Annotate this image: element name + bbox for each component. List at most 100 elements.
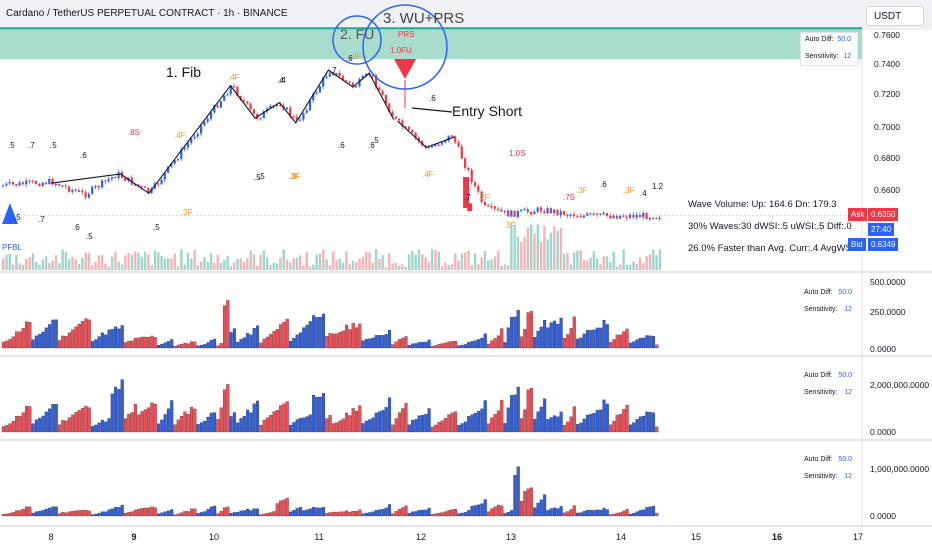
volume-bar (91, 265, 94, 270)
wave-label: .4F (174, 131, 186, 140)
pane3-bar (569, 509, 573, 517)
pane1-bar (84, 318, 88, 349)
pane2-bar (615, 414, 619, 433)
pane3-bar (31, 512, 35, 517)
candle (87, 193, 90, 198)
sensitivity-label: Sensitivity: (804, 306, 838, 313)
pane2-bar (24, 405, 29, 433)
pane1-bar (8, 339, 12, 349)
pane3-bar (566, 511, 570, 517)
pane1-bar (450, 341, 454, 349)
auto-diff-value: 50.0 (838, 372, 852, 379)
pane1-bar (54, 319, 58, 349)
candle (355, 86, 358, 88)
wave-label: .6 (346, 54, 353, 63)
pane3-bar (239, 510, 243, 517)
candle (596, 213, 599, 215)
pane3-bar (572, 505, 576, 517)
candle (170, 163, 173, 167)
pane3-bar (252, 508, 256, 517)
pane2-bar (137, 414, 141, 433)
volume-bar (513, 225, 516, 270)
pane2-bar (262, 419, 266, 433)
volume-bar (467, 250, 470, 270)
candle (460, 146, 463, 159)
volume-bar (305, 252, 308, 270)
auto-diff-label: Auto Diff: (804, 456, 833, 463)
pane1-bar (592, 329, 596, 349)
pane1-bar (463, 344, 467, 349)
volume-bar (625, 265, 629, 270)
pane1-bar (513, 316, 517, 349)
candle (302, 112, 305, 120)
pane1-bar (193, 341, 197, 349)
pane1-bar (440, 343, 444, 349)
pane1-bar (444, 342, 448, 349)
volume-bar (68, 259, 71, 270)
volume-bar (77, 263, 81, 270)
bid-price: 0.6349 (868, 238, 899, 251)
pane2-bar (183, 411, 187, 433)
volume-bar (549, 232, 553, 270)
pane2-bar (460, 423, 464, 433)
volume-bar (226, 255, 229, 270)
volume-bar (236, 259, 239, 270)
pane3-bar (519, 501, 524, 517)
pane3-axis-tick: 0.0000 (870, 511, 896, 521)
pane1-bar (87, 319, 91, 349)
pane1-bar (510, 317, 514, 349)
pane2-bar (133, 404, 137, 433)
pane1-bar (110, 329, 114, 349)
pane3-bar (470, 505, 474, 517)
pane2-bar (249, 412, 253, 433)
settings-box-main[interactable]: Auto Diff: 50.0 Sensitivity: 12 (800, 32, 858, 66)
volume-bar (642, 263, 645, 270)
pane3-bar (460, 512, 464, 517)
volume-bar (635, 263, 638, 270)
pane2-bar (480, 408, 484, 433)
symbol-title: Cardano / TetherUS PERPETUAL CONTRACT · … (6, 8, 288, 19)
pane3-bar (503, 513, 507, 517)
volume-bar (503, 264, 506, 270)
candle (500, 209, 503, 212)
volume-bar (74, 259, 77, 270)
pane1-bar (265, 336, 269, 349)
pane3-bar (463, 512, 467, 517)
candle (513, 210, 516, 217)
pane3-bar (186, 511, 190, 517)
candle (450, 135, 453, 137)
settings-box-pane2[interactable]: Auto Diff: 50.0 Sensitivity: 12 (800, 369, 858, 403)
pane2-bar (493, 414, 497, 433)
volume-bar (266, 257, 269, 270)
candle (635, 215, 638, 218)
pane2-bar (632, 422, 636, 433)
pane1-bar (275, 329, 279, 349)
pane1-bar (645, 335, 649, 349)
settings-box-pane1[interactable]: Auto Diff: 50.0 Sensitivity: 12 (800, 286, 858, 320)
candle (490, 206, 493, 208)
pane3-bar (272, 511, 276, 517)
candle (196, 133, 199, 137)
candle (137, 184, 140, 187)
pane1-bar (97, 336, 101, 349)
settings-box-pane3[interactable]: Auto Diff: 50.0 Sensitivity: 12 (800, 453, 858, 487)
volume-bar (120, 264, 124, 270)
candle (652, 217, 655, 219)
volume-bar (35, 261, 38, 270)
currency-selector[interactable]: USDT (866, 6, 924, 26)
sensitivity-value: 12 (844, 473, 852, 480)
candle (609, 215, 612, 219)
candle (365, 73, 368, 77)
pane2-bar (358, 405, 362, 433)
pane1-bar (595, 327, 599, 349)
pane2-bar (160, 419, 164, 433)
pane2-bar (341, 418, 345, 433)
pane3-bar (107, 509, 111, 517)
volume-bar (107, 266, 110, 270)
pane2-bar (203, 420, 207, 433)
pane1-bar (51, 319, 55, 349)
volume-bar (328, 265, 332, 270)
volume-bar (134, 251, 137, 270)
